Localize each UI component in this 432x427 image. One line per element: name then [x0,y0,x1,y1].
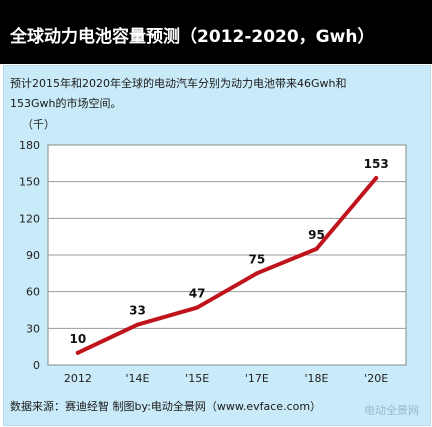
chart-description: 预计2015年和2020年全球的电动汽车分别为动力电池带来46Gwh和 153G… [10,74,425,114]
x-axis-ticks: 2012 '14E '15E '17E '18E '20E [64,372,388,385]
data-label: 33 [129,304,146,318]
x-tick-label: '14E [126,372,150,385]
data-point [75,350,80,355]
data-point [374,176,379,180]
data-labels: 10 33 47 75 95 153 [69,157,388,346]
y-unit-label: （千） [22,118,55,131]
data-point [314,246,319,251]
y-tick-label: 90 [26,249,40,262]
source-note: 数据来源：赛迪经智 制图by:电动全景网（www.evface.com） [10,400,322,413]
y-tick-label: 120 [19,212,40,225]
data-label: 95 [308,228,325,242]
y-tick-label: 30 [26,322,40,335]
chart-title: 全球动力电池容量预测（2012-2020，Gwh） [10,27,375,47]
x-tick-label: 2012 [64,372,92,385]
y-tick-label: 180 [19,139,40,152]
y-tick-label: 60 [26,286,40,299]
title-bar: 全球动力电池容量预测（2012-2020，Gwh） [0,0,432,64]
description-line-2: 153Gwh的市场空间。 [10,97,122,110]
data-point [254,271,259,276]
x-tick-label: '18E [305,372,329,385]
x-tick-label: '15E [185,372,209,385]
data-label: 75 [248,252,265,266]
y-tick-label: 150 [19,176,40,189]
data-point [135,322,140,327]
data-label: 153 [364,157,389,171]
y-tick-label: 0 [33,359,40,372]
data-point [195,305,200,310]
grid-lines [48,181,406,329]
x-tick-label: '17E [245,372,269,385]
description-line-1: 预计2015年和2020年全球的电动汽车分别为动力电池带来46Gwh和 [10,77,347,90]
data-label: 47 [189,287,206,301]
series-line [75,176,379,355]
series-group [75,176,379,355]
data-label: 10 [69,332,86,346]
x-tick-label: '20E [364,372,388,385]
y-axis-ticks: 0 30 60 90 120 150 180 [19,139,40,372]
watermark: 电动全景网 [364,404,419,417]
